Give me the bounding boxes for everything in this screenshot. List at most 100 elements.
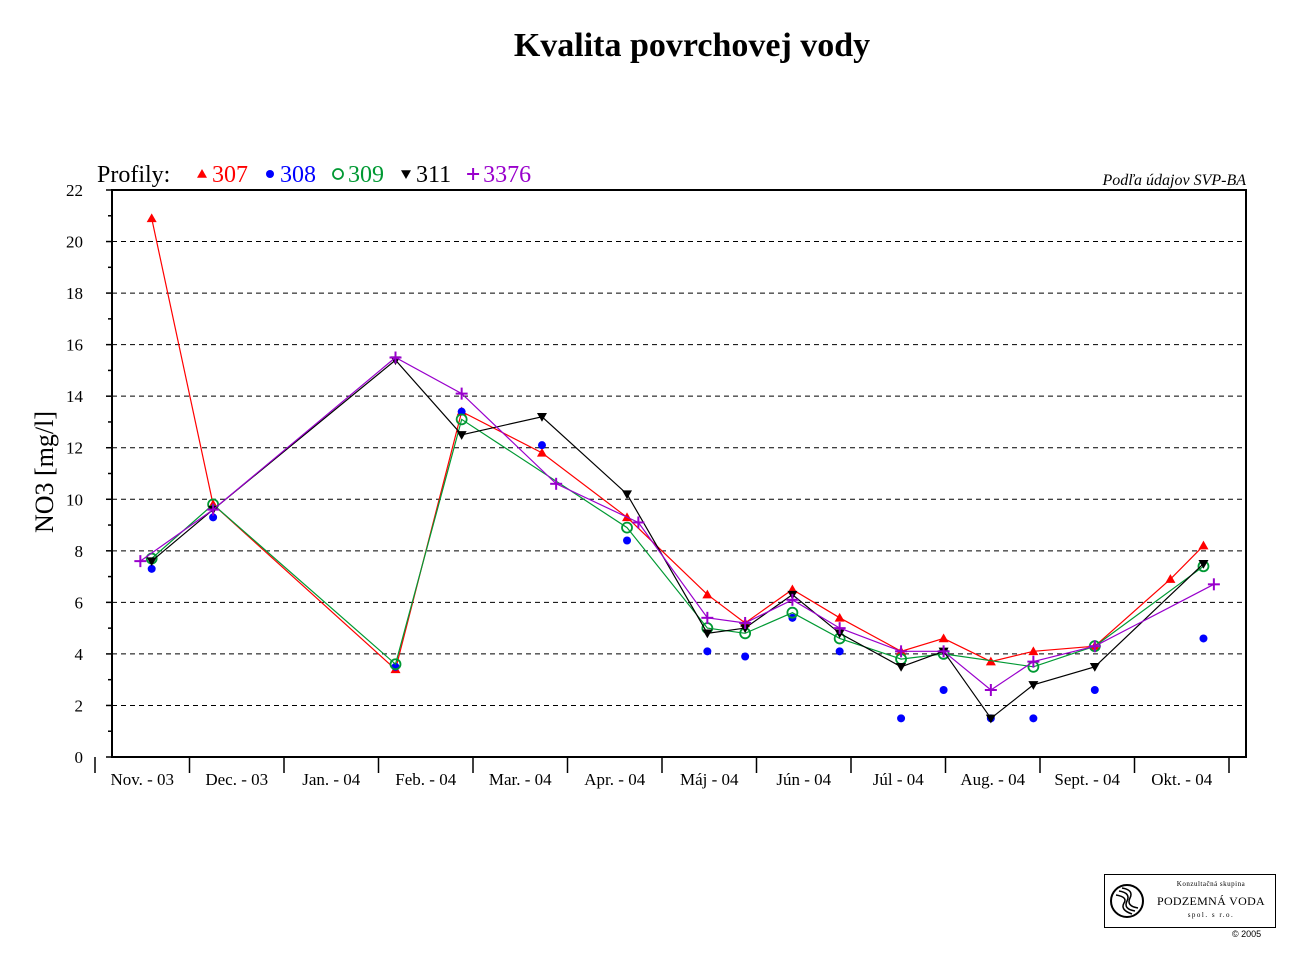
data-point-311	[456, 431, 467, 440]
y-axis-label: NO3 [mg/l]	[30, 411, 59, 533]
x-axis: Nov. - 03 Dec. - 03 Jan. - 04 Feb. - 04 Mar.…	[94, 757, 1230, 789]
data-point-308	[741, 652, 750, 661]
series-line-3376	[139, 356, 1215, 691]
x-tick-label: Okt. - 04	[1151, 770, 1212, 789]
legend: Profily: 307 308 309 311 3376	[97, 162, 531, 188]
y-tick-label: 8	[75, 542, 84, 561]
x-tick-label: Apr. - 04	[584, 770, 645, 789]
y-tick-label: 0	[75, 748, 84, 767]
legend-marker-309	[332, 168, 344, 180]
data-point-307	[1165, 574, 1176, 583]
data-point-311	[702, 629, 713, 639]
series-layer	[134, 213, 1220, 724]
legend-title: Profily:	[97, 162, 170, 188]
source-note: Podľa údajov SVP-BA	[1101, 172, 1246, 189]
x-tick-label: Dec. - 03	[205, 770, 268, 789]
x-tick-label: Nov. - 03	[110, 770, 174, 789]
legend-marker-307	[197, 169, 207, 178]
y-tick-label: 14	[66, 387, 84, 406]
logo-main-text: PODZEMNÁ VODA	[1156, 894, 1265, 908]
logo-sub-text: spol. s r.o.	[1187, 911, 1235, 919]
x-tick-label: Júl - 04	[873, 770, 925, 789]
x-tick-label: Aug. - 04	[960, 770, 1025, 789]
legend-label-3376: 3376	[483, 162, 531, 188]
legend-label-307: 307	[212, 162, 248, 188]
data-point-3376	[1088, 640, 1101, 653]
series-line-307	[151, 218, 1204, 671]
data-point-308	[835, 647, 844, 656]
legend-label-311: 311	[416, 162, 451, 188]
data-point-309	[455, 413, 468, 426]
y-axis: 0 2 4 6 8 10 12 14 16 18 20 22	[66, 181, 112, 767]
data-point-3376	[937, 645, 950, 658]
data-point-307	[536, 447, 547, 457]
data-point-308	[1090, 685, 1099, 694]
data-point-308	[897, 714, 906, 723]
data-point-309	[389, 658, 402, 671]
series-308	[147, 407, 1208, 723]
data-point-311	[146, 557, 157, 567]
data-point-307	[146, 213, 157, 223]
series-309	[145, 413, 1210, 673]
legend-item-3376: 3376	[467, 162, 531, 188]
x-tick-label: Feb. - 04	[395, 770, 456, 789]
series-311	[146, 356, 1209, 724]
data-point-3376	[1207, 578, 1220, 591]
data-point-308	[703, 647, 712, 656]
legend-item-308: 308	[266, 162, 316, 188]
data-point-311	[1089, 663, 1100, 672]
data-point-308	[1029, 714, 1038, 723]
legend-label-309: 309	[348, 162, 384, 188]
series-3376	[134, 351, 1220, 696]
water-logo-icon	[1110, 884, 1144, 918]
data-point-311	[1198, 559, 1209, 569]
legend-marker-311	[401, 170, 411, 179]
series-line-311	[151, 359, 1204, 720]
copyright-text: © 2005	[1232, 929, 1262, 939]
legend-marker-308	[266, 170, 274, 178]
data-point-307	[1198, 540, 1209, 550]
data-point-308	[209, 513, 218, 522]
data-point-3376	[833, 622, 846, 635]
data-point-307	[702, 589, 713, 599]
data-point-3376	[739, 616, 752, 629]
y-tick-label: 6	[75, 593, 84, 612]
series-307	[146, 213, 1209, 674]
data-point-3376	[550, 477, 563, 490]
y-tick-label: 12	[66, 439, 83, 458]
data-point-308	[623, 536, 632, 545]
data-point-307	[938, 633, 949, 643]
x-tick-label: Jún - 04	[776, 770, 831, 789]
chart-title: Kvalita povrchovej vody	[514, 27, 870, 64]
data-point-308	[1199, 634, 1208, 643]
data-point-3376	[984, 683, 997, 696]
data-point-3376	[455, 387, 468, 400]
data-point-3376	[207, 503, 220, 516]
y-tick-label: 22	[66, 181, 83, 200]
company-logo: Konzultačná skupina PODZEMNÁ VODA spol. …	[1104, 874, 1276, 928]
y-tick-label: 4	[75, 645, 84, 664]
data-point-308	[457, 407, 466, 416]
data-point-3376	[701, 611, 714, 624]
legend-item-311: 311	[401, 162, 451, 188]
y-tick-label: 16	[66, 336, 83, 355]
legend-marker-3376	[467, 168, 480, 180]
x-tick-label: Jan. - 04	[302, 770, 361, 789]
x-tick-label: Mar. - 04	[489, 770, 552, 789]
x-tick-label: Sept. - 04	[1054, 770, 1120, 789]
data-point-309	[786, 606, 799, 619]
data-point-307	[1028, 646, 1039, 656]
data-point-311	[622, 490, 633, 500]
data-point-311	[1028, 681, 1039, 690]
data-point-308	[537, 441, 546, 450]
y-tick-label: 10	[66, 490, 83, 509]
y-tick-label: 2	[75, 696, 84, 715]
y-tick-label: 18	[66, 284, 83, 303]
data-point-3376	[632, 516, 645, 529]
data-point-311	[985, 714, 996, 724]
plot-area	[111, 189, 1247, 758]
data-point-308	[147, 564, 156, 573]
data-point-307	[834, 612, 845, 622]
data-point-3376	[786, 593, 799, 606]
